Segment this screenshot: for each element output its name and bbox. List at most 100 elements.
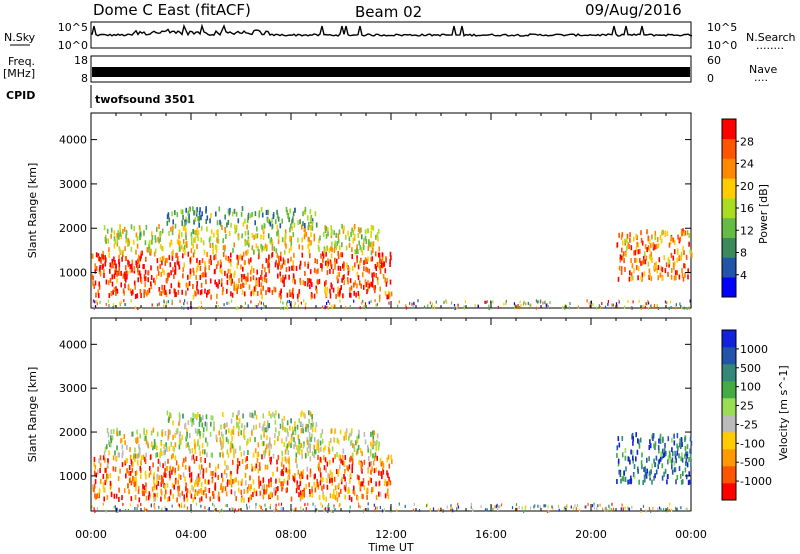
range-gate-cell (142, 483, 144, 489)
freq-label: Freq. (8, 55, 35, 68)
range-gate-cell (183, 458, 185, 464)
range-gate-cell (450, 508, 452, 512)
range-gate-cell (227, 439, 229, 445)
range-gate-cell (145, 508, 147, 512)
range-gate-cell (334, 257, 336, 263)
range-gate-cell (264, 450, 267, 456)
range-gate-cell (204, 421, 207, 427)
range-gate-cell (161, 256, 164, 262)
range-gate-cell (627, 506, 629, 510)
range-gate-cell (124, 265, 127, 271)
range-gate-cell (294, 301, 296, 305)
range-gate-cell (107, 238, 109, 244)
range-gate-cell (174, 269, 176, 275)
range-gate-cell (123, 226, 126, 232)
range-gate-cell (275, 248, 278, 254)
range-gate-cell (374, 299, 376, 303)
range-gate-cell (313, 236, 316, 242)
range-gate-cell (334, 495, 337, 501)
range-gate-cell (360, 283, 362, 289)
range-gate-cell (200, 225, 203, 231)
range-gate-cell (266, 464, 269, 470)
range-gate-cell (292, 265, 295, 271)
range-gate-cell (320, 253, 322, 259)
range-gate-cell (234, 508, 236, 512)
range-gate-cell (116, 427, 118, 433)
range-gate-cell (570, 505, 572, 509)
range-gate-cell (339, 299, 341, 303)
range-gate-cell (128, 465, 131, 470)
range-gate-cell (105, 509, 107, 513)
range-gate-cell (349, 509, 351, 513)
range-gate-cell (671, 464, 673, 470)
range-gate-cell (276, 495, 279, 501)
range-gate-cell (649, 475, 651, 481)
range-gate-cell (202, 432, 205, 438)
range-gate-cell (372, 241, 375, 247)
range-gate-cell (125, 233, 127, 239)
range-gate-cell (252, 275, 255, 281)
range-gate-cell (667, 271, 669, 277)
range-gate-cell (225, 436, 228, 442)
range-gate-cell (247, 497, 250, 503)
range-gate-cell (311, 427, 314, 433)
range-gate-cell (206, 479, 209, 485)
range-gate-cell (591, 504, 594, 508)
range-gate-cell (310, 294, 312, 300)
range-gate-cell (339, 245, 341, 251)
range-gate-cell (689, 436, 692, 442)
range-gate-cell (244, 230, 247, 236)
range-gate-cell (228, 479, 231, 485)
range-gate-cell (246, 422, 249, 428)
range-gate-cell (540, 299, 542, 303)
range-gate-cell (641, 240, 644, 246)
x-axis-label: Time UT (367, 541, 413, 554)
range-gate-cell (179, 492, 181, 498)
range-gate-cell (519, 300, 521, 304)
range-gate-cell (179, 505, 181, 509)
range-gate-cell (230, 430, 233, 436)
range-gate-cell (118, 261, 121, 267)
range-gate-cell (306, 474, 309, 480)
range-gate-cell (688, 241, 690, 247)
range-gate-cell (163, 472, 166, 478)
range-gate-cell (105, 257, 107, 263)
range-gate-cell (200, 289, 203, 295)
range-gate-cell (604, 305, 607, 309)
range-gate-cell (632, 300, 634, 304)
range-gate-cell (218, 430, 220, 436)
range-gate-cell (645, 302, 647, 306)
range-gate-cell (229, 444, 232, 450)
range-gate-cell (248, 505, 251, 509)
range-gate-cell (230, 222, 232, 228)
range-gate-cell (198, 464, 201, 470)
range-gate-cell (189, 478, 192, 484)
range-gate-cell (646, 229, 648, 235)
range-gate-cell (618, 442, 621, 448)
range-gate-cell (361, 250, 364, 256)
range-gate-cell (185, 207, 187, 213)
range-gate-cell (184, 504, 186, 508)
range-gate-cell (213, 504, 215, 508)
range-gate-cell (683, 250, 685, 256)
range-gate-cell (164, 289, 167, 295)
range-gate-cell (221, 472, 223, 478)
range-gate-cell (136, 293, 139, 299)
range-gate-cell (456, 306, 458, 310)
range-gate-cell (220, 431, 223, 437)
range-gate-cell (572, 506, 575, 510)
range-gate-cell (291, 218, 294, 224)
range-gate-cell (288, 217, 290, 223)
range-gate-cell (362, 481, 364, 487)
range-gate-cell (156, 478, 158, 484)
range-gate-cell (659, 235, 662, 240)
range-gate-cell (94, 493, 96, 499)
range-gate-cell (192, 420, 195, 425)
range-gate-cell (205, 279, 207, 285)
range-gate-cell (220, 424, 222, 430)
range-gate-cell (254, 220, 256, 226)
range-gate-cell (190, 493, 193, 499)
range-gate-cell (632, 440, 634, 446)
range-gate-cell (240, 430, 243, 436)
range-gate-cell (217, 229, 219, 235)
